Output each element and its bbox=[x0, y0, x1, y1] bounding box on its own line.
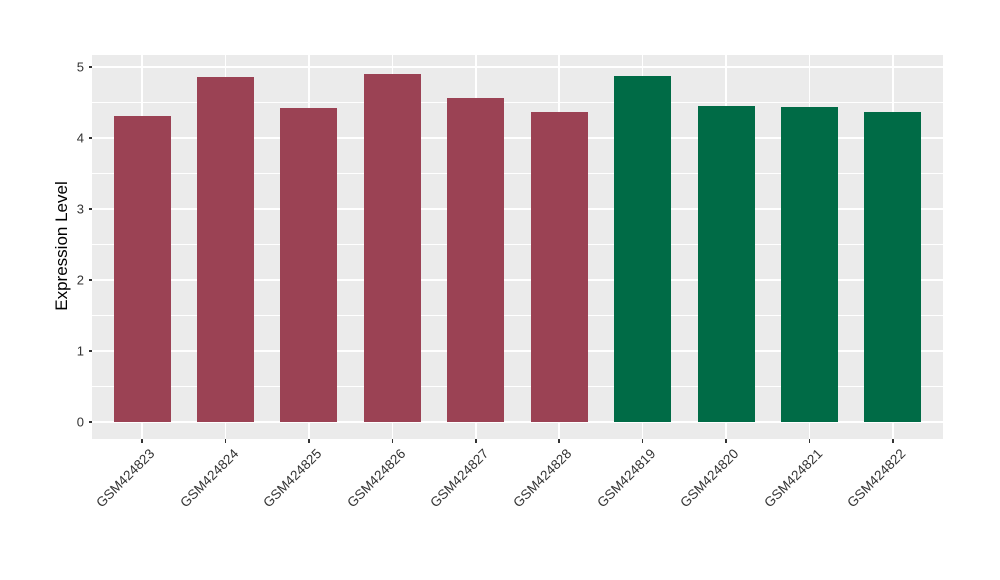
x-tick-mark bbox=[892, 439, 894, 443]
x-tick-mark bbox=[141, 439, 143, 443]
major-gridline bbox=[92, 208, 943, 210]
major-gridline bbox=[92, 279, 943, 281]
y-tick-mark bbox=[88, 208, 92, 210]
y-tick-mark bbox=[88, 350, 92, 352]
bar-GSM424820 bbox=[697, 106, 755, 422]
y-tick-mark bbox=[88, 66, 92, 68]
bar-GSM424823 bbox=[113, 115, 171, 422]
x-tick-label-text: GSM424824 bbox=[176, 446, 242, 511]
minor-gridline bbox=[92, 386, 943, 387]
major-gridline bbox=[92, 350, 943, 352]
x-tick-label-text: GSM424828 bbox=[510, 446, 575, 511]
major-gridline bbox=[92, 66, 943, 68]
bar-GSM424828 bbox=[530, 112, 588, 422]
x-tick-label-text: GSM424827 bbox=[427, 446, 492, 511]
x-tick-mark bbox=[641, 439, 644, 443]
x-tick-label-text: GSM424825 bbox=[260, 446, 325, 511]
x-tick-mark bbox=[308, 439, 310, 443]
y-tick-mark bbox=[88, 421, 92, 423]
y-tick-mark bbox=[88, 137, 92, 139]
x-tick-mark bbox=[808, 439, 811, 443]
x-tick-mark bbox=[725, 439, 727, 443]
bar-GSM424822 bbox=[864, 112, 922, 422]
major-gridline bbox=[92, 137, 943, 139]
x-tick-label-text: GSM424819 bbox=[594, 446, 659, 511]
y-tick-label: 0 bbox=[76, 414, 84, 430]
minor-gridline bbox=[92, 244, 943, 245]
minor-gridline bbox=[92, 173, 943, 174]
x-tick-label-text: GSM424820 bbox=[677, 446, 742, 511]
y-tick-label: 5 bbox=[76, 59, 84, 75]
plot-panel bbox=[92, 55, 943, 439]
x-tick-label-text: GSM424821 bbox=[760, 446, 826, 511]
x-tick-mark bbox=[391, 439, 394, 443]
y-tick-label: 3 bbox=[76, 201, 84, 217]
x-tick-label-text: GSM424822 bbox=[844, 446, 909, 511]
y-tick-label: 1 bbox=[76, 343, 84, 359]
bar-GSM424824 bbox=[196, 76, 254, 422]
bar-GSM424825 bbox=[280, 108, 338, 422]
y-tick-label: 4 bbox=[76, 130, 84, 146]
bar-GSM424821 bbox=[781, 106, 838, 422]
bar-GSM424826 bbox=[363, 74, 421, 422]
x-tick-label-text: GSM424823 bbox=[93, 446, 158, 511]
y-tick-mark bbox=[88, 279, 92, 281]
x-tick-mark bbox=[558, 439, 560, 443]
bar-GSM424819 bbox=[614, 75, 672, 422]
bar-GSM424827 bbox=[447, 97, 505, 422]
x-tick-label-text: GSM424826 bbox=[343, 446, 408, 511]
y-tick-label: 2 bbox=[76, 272, 84, 288]
x-tick-mark bbox=[475, 439, 477, 443]
minor-gridline bbox=[92, 102, 943, 103]
x-tick-mark bbox=[224, 439, 227, 443]
minor-gridline bbox=[92, 315, 943, 316]
major-gridline bbox=[92, 421, 943, 423]
